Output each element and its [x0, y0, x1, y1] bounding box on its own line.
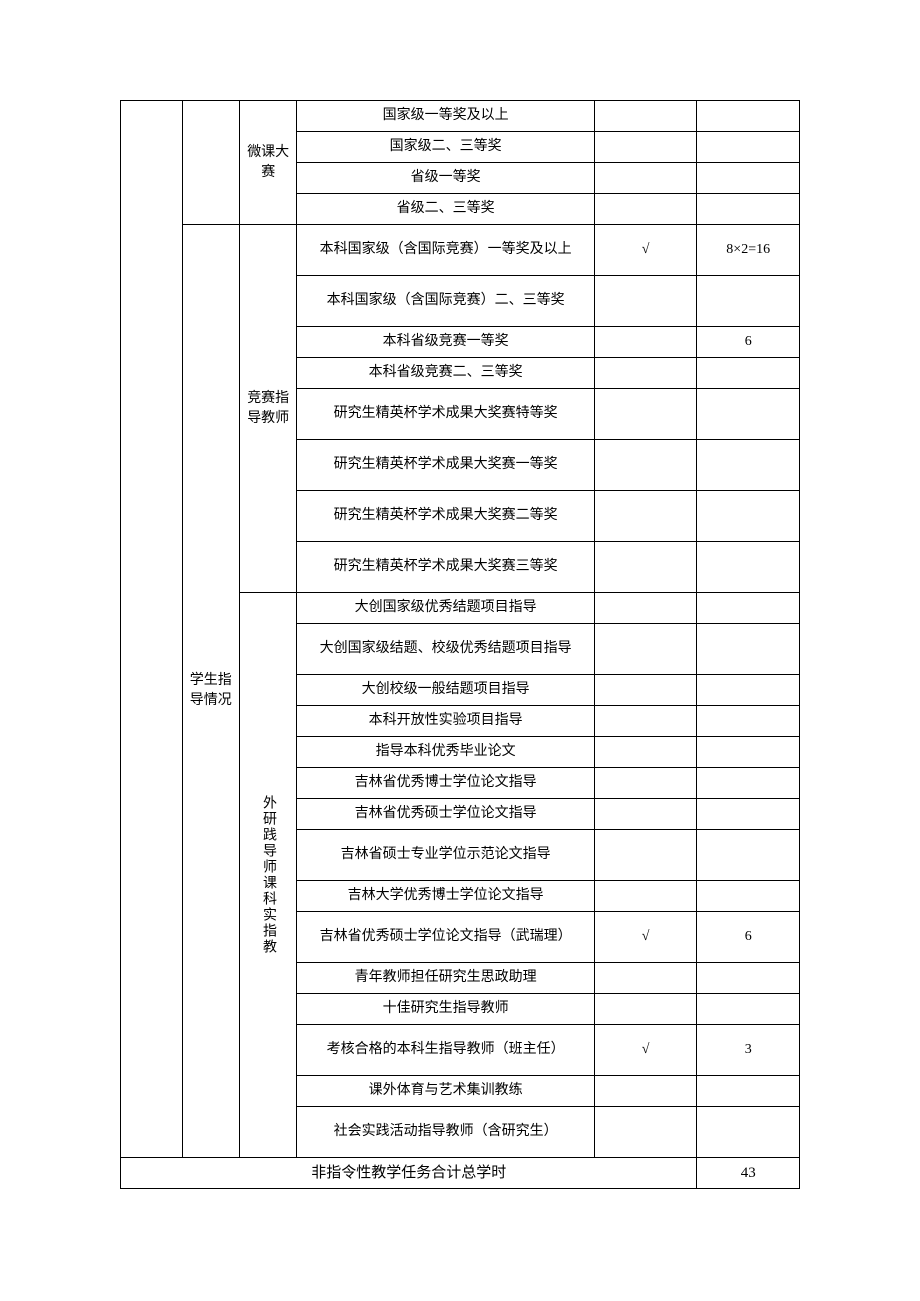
value-cell: [697, 799, 800, 830]
summary-row: 非指令性教学任务合计总学时 43: [121, 1158, 800, 1189]
check-cell: [594, 768, 697, 799]
criterion-cell: 青年教师担任研究生思政助理: [297, 963, 594, 994]
extracurricular-label: 外研践导师课科实指教: [239, 593, 296, 1158]
value-cell: [697, 132, 800, 163]
value-cell: [697, 593, 800, 624]
value-cell: [697, 1076, 800, 1107]
criterion-cell: 指导本科优秀毕业论文: [297, 737, 594, 768]
value-cell: [697, 624, 800, 675]
criterion-cell: 研究生精英杯学术成果大奖赛一等奖: [297, 440, 594, 491]
value-cell: [697, 163, 800, 194]
value-cell: [697, 389, 800, 440]
value-cell: [697, 994, 800, 1025]
col1-blank: [121, 101, 183, 1158]
criterion-cell: 吉林省优秀博士学位论文指导: [297, 768, 594, 799]
value-cell: [697, 706, 800, 737]
check-cell: [594, 799, 697, 830]
value-cell: [697, 768, 800, 799]
value-cell: [697, 542, 800, 593]
check-cell: [594, 276, 697, 327]
check-cell: [594, 881, 697, 912]
value-cell: [697, 737, 800, 768]
criterion-cell: 十佳研究生指导教师: [297, 994, 594, 1025]
criterion-cell: 吉林大学优秀博士学位论文指导: [297, 881, 594, 912]
competition-label: 竞赛指导教师: [239, 225, 296, 593]
criterion-cell: 大创校级一般结题项目指导: [297, 675, 594, 706]
check-cell: [594, 358, 697, 389]
criterion-cell: 社会实践活动指导教师（含研究生）: [297, 1107, 594, 1158]
value-cell: [697, 491, 800, 542]
value-cell: [697, 276, 800, 327]
criterion-cell: 课外体育与艺术集训教练: [297, 1076, 594, 1107]
check-cell: √: [594, 912, 697, 963]
check-cell: [594, 963, 697, 994]
check-cell: √: [594, 1025, 697, 1076]
criterion-cell: 本科省级竞赛二、三等奖: [297, 358, 594, 389]
criterion-cell: 本科省级竞赛一等奖: [297, 327, 594, 358]
criterion-cell: 本科开放性实验项目指导: [297, 706, 594, 737]
summary-value: 43: [697, 1158, 800, 1189]
check-cell: [594, 624, 697, 675]
value-cell: 6: [697, 912, 800, 963]
summary-label: 非指令性教学任务合计总学时: [121, 1158, 697, 1189]
criterion-cell: 国家级一等奖及以上: [297, 101, 594, 132]
check-cell: [594, 737, 697, 768]
check-cell: [594, 830, 697, 881]
criterion-cell: 本科国家级（含国际竞赛）二、三等奖: [297, 276, 594, 327]
check-cell: [594, 491, 697, 542]
table-row: 微课大赛 国家级一等奖及以上: [121, 101, 800, 132]
criterion-cell: 考核合格的本科生指导教师（班主任）: [297, 1025, 594, 1076]
criterion-cell: 省级二、三等奖: [297, 194, 594, 225]
value-cell: [697, 194, 800, 225]
check-cell: [594, 163, 697, 194]
evaluation-table: 微课大赛 国家级一等奖及以上 国家级二、三等奖 省级一等奖 省级二、三等奖 学生…: [120, 100, 800, 1189]
criterion-cell: 研究生精英杯学术成果大奖赛特等奖: [297, 389, 594, 440]
criterion-cell: 大创国家级优秀结题项目指导: [297, 593, 594, 624]
check-cell: [594, 389, 697, 440]
criterion-cell: 研究生精英杯学术成果大奖赛三等奖: [297, 542, 594, 593]
check-cell: [594, 706, 697, 737]
check-cell: [594, 593, 697, 624]
value-cell: [697, 830, 800, 881]
criterion-cell: 本科国家级（含国际竞赛）一等奖及以上: [297, 225, 594, 276]
value-cell: [697, 963, 800, 994]
check-cell: [594, 1076, 697, 1107]
criterion-cell: 研究生精英杯学术成果大奖赛二等奖: [297, 491, 594, 542]
check-cell: [594, 440, 697, 491]
check-cell: [594, 101, 697, 132]
value-cell: [697, 101, 800, 132]
value-cell: [697, 358, 800, 389]
check-cell: √: [594, 225, 697, 276]
check-cell: [594, 327, 697, 358]
value-cell: 6: [697, 327, 800, 358]
check-cell: [594, 542, 697, 593]
criterion-cell: 省级一等奖: [297, 163, 594, 194]
criterion-cell: 大创国家级结题、校级优秀结题项目指导: [297, 624, 594, 675]
value-cell: [697, 440, 800, 491]
check-cell: [594, 1107, 697, 1158]
weike-label: 微课大赛: [239, 101, 296, 225]
student-guidance-label: 学生指导情况: [182, 225, 239, 1158]
check-cell: [594, 194, 697, 225]
check-cell: [594, 675, 697, 706]
value-cell: 8×2=16: [697, 225, 800, 276]
criterion-cell: 国家级二、三等奖: [297, 132, 594, 163]
value-cell: [697, 1107, 800, 1158]
criterion-cell: 吉林省优秀硕士学位论文指导: [297, 799, 594, 830]
criterion-cell: 吉林省硕士专业学位示范论文指导: [297, 830, 594, 881]
value-cell: 3: [697, 1025, 800, 1076]
criterion-cell: 吉林省优秀硕士学位论文指导（武瑞理）: [297, 912, 594, 963]
check-cell: [594, 994, 697, 1025]
table-row: 学生指导情况 竞赛指导教师 本科国家级（含国际竞赛）一等奖及以上 √ 8×2=1…: [121, 225, 800, 276]
check-cell: [594, 132, 697, 163]
value-cell: [697, 675, 800, 706]
col2-blank-weike: [182, 101, 239, 225]
value-cell: [697, 881, 800, 912]
